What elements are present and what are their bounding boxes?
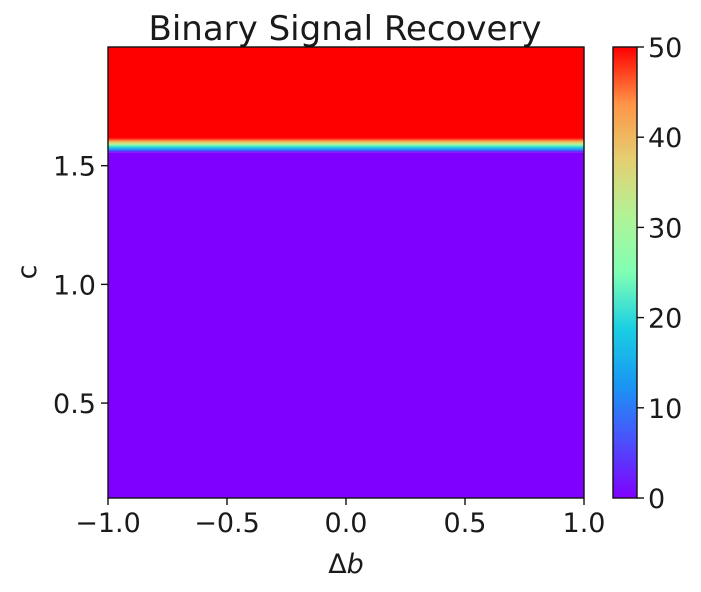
y-axis-label: c bbox=[12, 265, 43, 280]
x-tick-label: 1.0 bbox=[563, 508, 606, 539]
x-tick-label: −0.5 bbox=[194, 508, 260, 539]
colorbar-tick-label: 10 bbox=[648, 394, 682, 425]
colorbar-frame bbox=[612, 46, 638, 499]
x-tick-label: 0.5 bbox=[444, 508, 487, 539]
colorbar-ticks: 0 10 20 30 40 50 bbox=[637, 33, 682, 515]
colorbar-tick-label: 20 bbox=[648, 304, 682, 335]
colorbar-tick-label: 40 bbox=[648, 123, 682, 154]
region-low bbox=[108, 152, 584, 498]
colorbar-tick-label: 50 bbox=[648, 33, 682, 64]
y-axis: 0.5 1.0 1.5 bbox=[53, 152, 108, 420]
colorbar-tick-label: 0 bbox=[648, 484, 665, 515]
region-transition bbox=[108, 138, 584, 153]
y-tick-label: 1.5 bbox=[53, 152, 96, 183]
colorbar: 0 10 20 30 40 50 bbox=[612, 33, 682, 515]
y-tick-label: 0.5 bbox=[53, 389, 96, 420]
x-tick-label: 0.0 bbox=[325, 508, 368, 539]
region-high bbox=[108, 47, 584, 139]
x-axis-label: Δb bbox=[328, 549, 364, 580]
chart-title: Binary Signal Recovery bbox=[149, 9, 542, 49]
y-tick-label: 1.0 bbox=[53, 270, 96, 301]
colorbar-gradient bbox=[613, 47, 637, 498]
x-tick-label: −1.0 bbox=[75, 508, 141, 539]
x-axis: −1.0 −0.5 0.0 0.5 1.0 bbox=[75, 498, 605, 539]
x-axis-label-b: b bbox=[347, 549, 364, 580]
plot-area bbox=[107, 46, 585, 499]
x-axis-label-delta: Δ bbox=[328, 549, 347, 580]
colorbar-tick-label: 30 bbox=[648, 213, 682, 244]
